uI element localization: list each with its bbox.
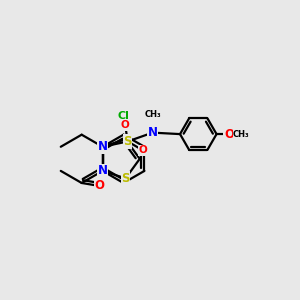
Text: O: O (121, 120, 130, 130)
Text: O: O (139, 145, 147, 155)
Text: CH₃: CH₃ (233, 130, 250, 139)
Text: Cl: Cl (118, 110, 129, 121)
Text: O: O (224, 128, 234, 141)
Text: S: S (123, 135, 132, 148)
Text: N: N (148, 126, 158, 139)
Text: S: S (121, 172, 130, 185)
Text: O: O (94, 179, 104, 192)
Text: N: N (98, 140, 108, 153)
Text: CH₃: CH₃ (145, 110, 161, 119)
Text: N: N (98, 164, 108, 177)
